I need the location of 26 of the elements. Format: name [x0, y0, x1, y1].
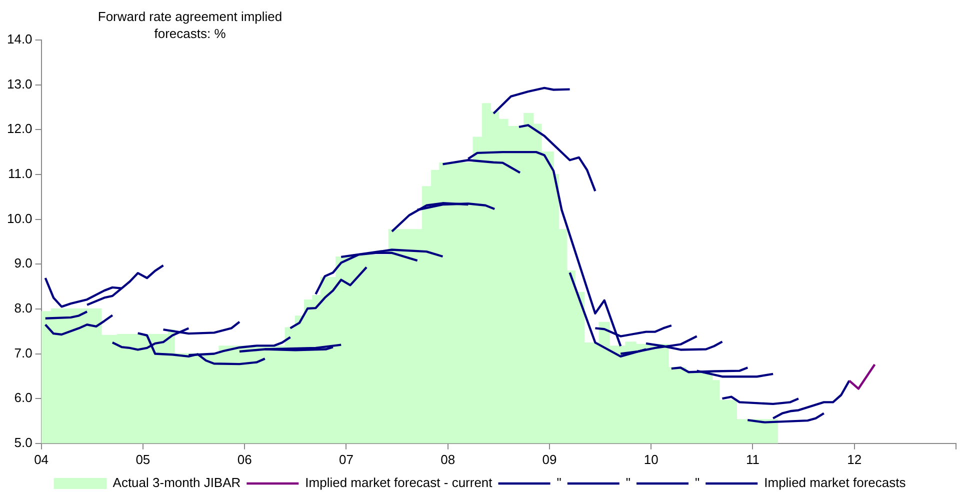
- y-tick-label: 12.0: [6, 121, 32, 136]
- y-tick-label: 6.0: [14, 390, 32, 406]
- y-tick-label: 8.0: [14, 300, 32, 316]
- x-tick-label: 11: [746, 452, 760, 467]
- y-tick-label: 10.0: [6, 210, 32, 226]
- x-tick-label: 08: [440, 452, 456, 467]
- x-tick-label: 04: [34, 452, 49, 467]
- y-tick-label: 11.0: [8, 166, 32, 182]
- y-tick-label: 13.0: [6, 76, 32, 92]
- y-tick-label: 9.0: [14, 256, 32, 271]
- y-tick-label: 7.0: [14, 345, 32, 360]
- legend-label: Implied market forecasts: [764, 475, 906, 490]
- y-tick-label: 5.0: [14, 434, 32, 450]
- legend-label: ": [695, 475, 700, 490]
- legend-label: ": [556, 475, 562, 490]
- chart-title: Forward rate agreement implied forecasts: %: [96, 8, 284, 42]
- x-tick-label: 09: [542, 452, 557, 467]
- x-tick-label: 12: [847, 452, 862, 467]
- legend-label: Implied market forecast - current: [305, 475, 493, 490]
- x-tick-label: 07: [338, 452, 354, 467]
- y-tick-label: 14.0: [6, 32, 32, 47]
- legend-label: ": [626, 475, 631, 490]
- x-tick-label: 10: [644, 452, 658, 467]
- x-tick-label: 06: [237, 452, 252, 467]
- x-tick-label: 05: [136, 452, 150, 467]
- legend-label: Actual 3-month JIBAR: [112, 475, 241, 490]
